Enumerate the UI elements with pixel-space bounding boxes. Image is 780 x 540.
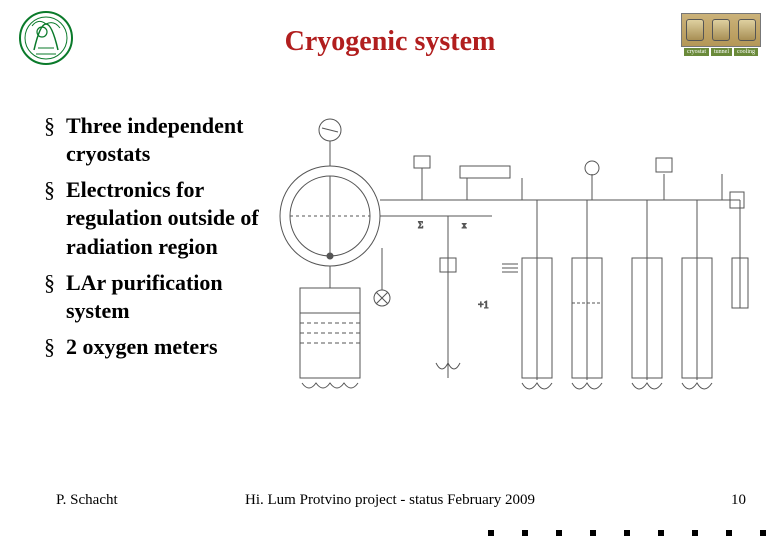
nav-dot [692,530,698,536]
nav-dot [556,530,562,536]
bullet-item: LAr purification system [44,269,259,325]
footer-center: Hi. Lum Protvino project - status Februa… [0,492,780,509]
svg-text:+1: +1 [478,300,489,311]
svg-text:x: x [462,220,467,230]
bullet-item: 2 oxygen meters [44,333,259,361]
bullet-item: Three independent cryostats [44,112,259,168]
nav-dot [760,530,766,536]
slide-dots [488,530,766,536]
bullet-item: Electronics for regulation outside of ra… [44,176,259,260]
svg-text:Σ: Σ [418,220,423,230]
footer-page-number: 10 [731,492,746,509]
slide-title: Cryogenic system [0,26,780,58]
nav-dot [624,530,630,536]
cryogenic-schematic: Σ x [272,108,752,428]
nav-dot [488,530,494,536]
footer: P. Schacht Hi. Lum Protvino project - st… [0,492,780,516]
bullet-list: Three independent cryostats Electronics … [44,112,259,369]
nav-dot [726,530,732,536]
nav-dot [658,530,664,536]
nav-dot [590,530,596,536]
nav-dot [522,530,528,536]
